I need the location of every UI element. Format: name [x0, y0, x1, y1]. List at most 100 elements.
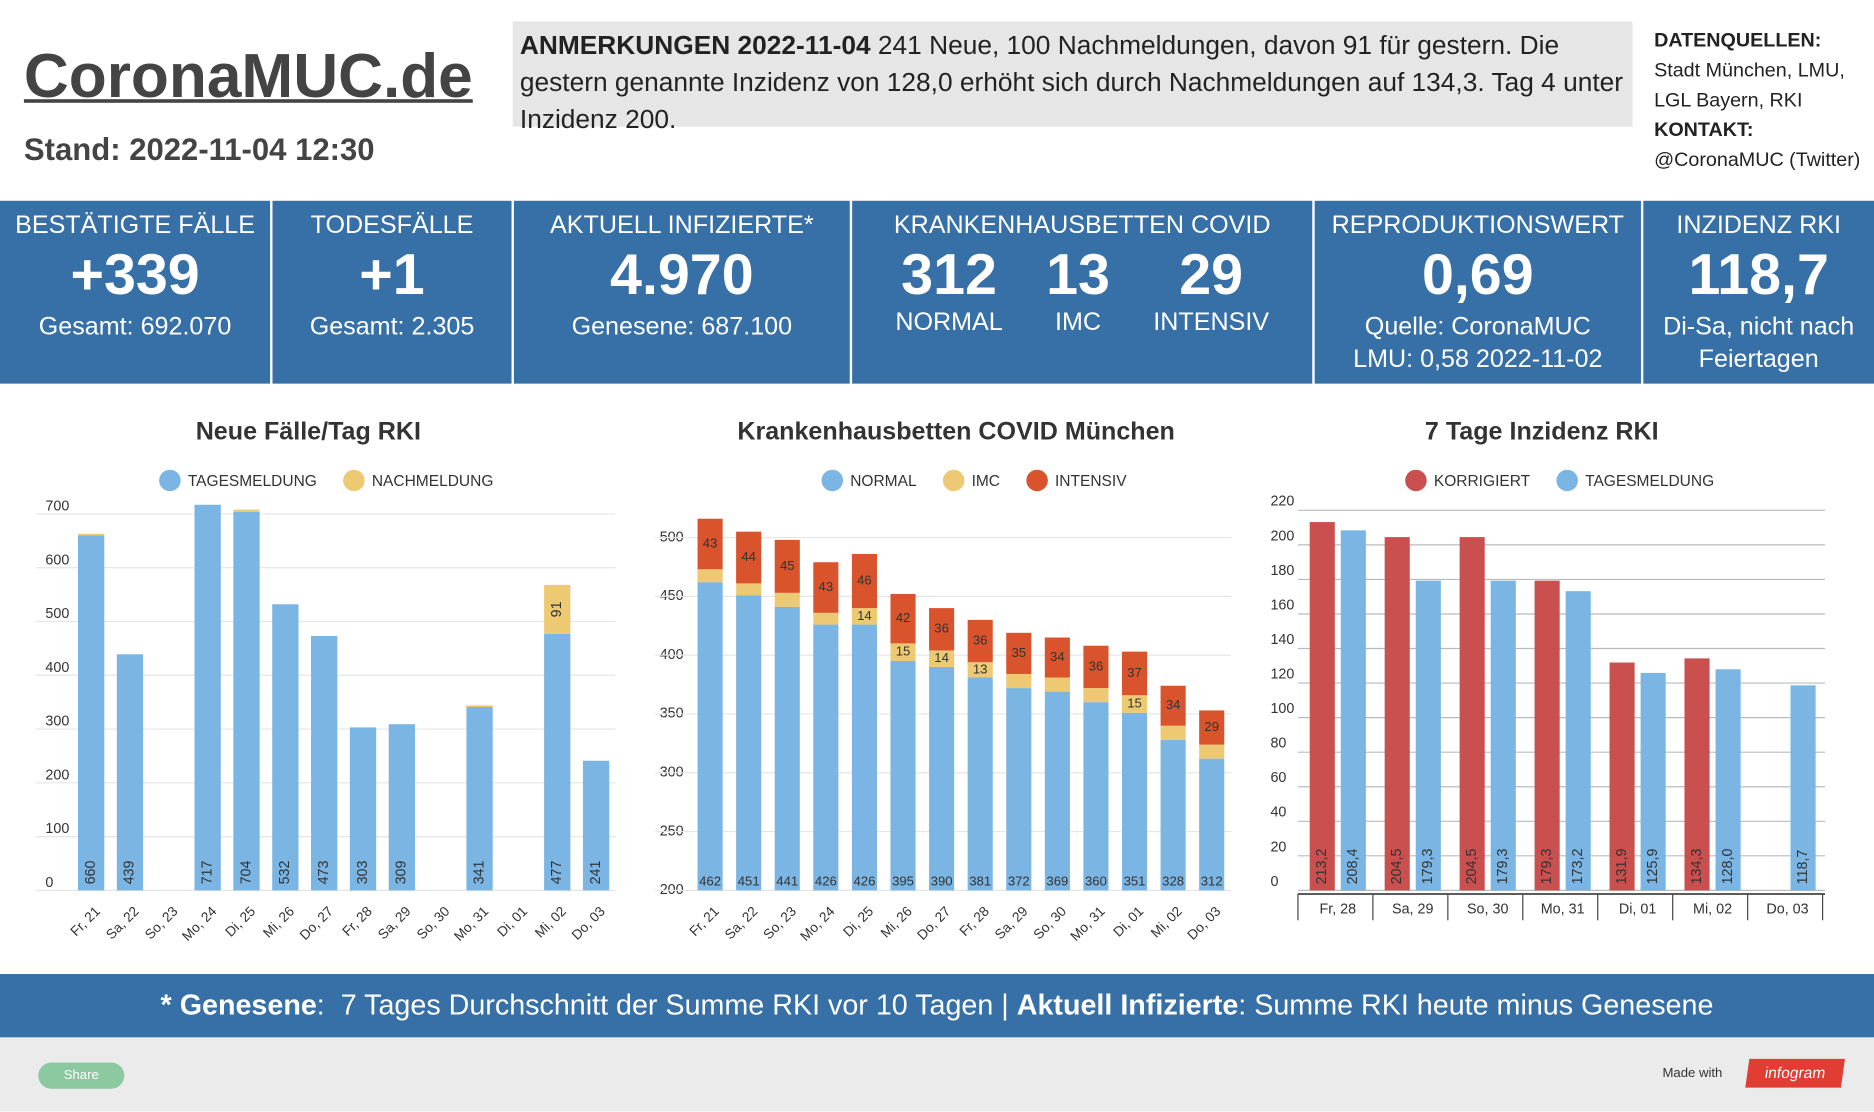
bar — [1160, 739, 1186, 891]
kpi-subtext: Quelle: CoronaMUC — [1364, 313, 1591, 341]
bar — [1121, 712, 1148, 891]
value-label: 118,7 — [1795, 850, 1811, 885]
bar — [1609, 662, 1635, 891]
value-label: 14 — [934, 650, 949, 665]
legend-label: IMC — [972, 473, 1000, 490]
value-label: 131,9 — [1614, 849, 1630, 885]
value-label: 34 — [1050, 649, 1065, 664]
bar — [1534, 580, 1560, 891]
bar — [697, 569, 723, 583]
bar — [1083, 688, 1109, 703]
bar — [1640, 672, 1666, 891]
bar — [736, 531, 762, 584]
bar — [272, 604, 299, 891]
share-button[interactable]: Share — [38, 1062, 125, 1089]
value-label: 13 — [973, 661, 988, 676]
bar — [1083, 645, 1109, 689]
bar — [1684, 658, 1710, 891]
value-label: 395 — [892, 873, 914, 888]
value-label: 660 — [83, 860, 99, 884]
legend-label: NACHMELDUNG — [372, 473, 494, 490]
contact: @CoronaMUC (Twitter) — [1654, 149, 1861, 171]
value-label: 125,9 — [1645, 849, 1661, 885]
bar — [466, 705, 493, 707]
value-label: 351 — [1124, 873, 1146, 888]
value-label: 241 — [588, 860, 604, 884]
bar — [1565, 591, 1591, 891]
kpi-item: 312 NORMAL — [895, 240, 1002, 338]
bar — [1006, 688, 1032, 891]
value-label: 179,3 — [1420, 849, 1436, 885]
bar — [116, 654, 144, 891]
bar — [1340, 530, 1366, 891]
bar — [851, 553, 877, 609]
y-tick-label: 140 — [1270, 632, 1294, 648]
sources: DATENQUELLEN: Stadt München, LMU, LGL Ba… — [1654, 26, 1860, 175]
kpi-items: 312 NORMAL 13 IMC 29 INTENSIV — [852, 240, 1312, 338]
x-tick-label: Fr, 21 — [68, 904, 103, 939]
x-tick-label: Mi, 02 — [1693, 901, 1732, 917]
kpi-title: REPRODUKTIONSWERT — [1331, 211, 1624, 240]
y-tick-label: 0 — [1270, 874, 1278, 890]
x-tick-label: Fr, 28 — [1319, 901, 1356, 917]
bar — [697, 582, 723, 891]
value-label: 372 — [1008, 873, 1030, 888]
footnote-part: : Summe RKI heute minus Genesene — [1238, 989, 1714, 1022]
x-tick-label: So, 23 — [142, 903, 181, 942]
site-title: CoronaMUC.de — [23, 41, 473, 112]
value-label: 43 — [703, 535, 718, 550]
value-label: 309 — [394, 860, 410, 884]
bar — [1160, 725, 1186, 740]
legend: NORMAL IMC INTENSIV — [821, 469, 1127, 492]
value-label: 173,2 — [1570, 849, 1586, 885]
kpi-band: BESTÄTIGTE FÄLLE +339 Gesamt: 692.070 TODES… — [0, 200, 1874, 384]
y-tick-label: 600 — [45, 552, 69, 568]
kpi-title: BESTÄTIGTE FÄLLE — [15, 211, 255, 240]
bar — [1083, 702, 1109, 891]
value-label: 43 — [819, 579, 834, 594]
bar — [544, 633, 571, 891]
x-tick-label: Di, 01 — [1110, 904, 1146, 940]
chart-title: 7 Tage Inzidenz RKI — [1425, 417, 1659, 445]
kpi-value: 118,7 — [1688, 243, 1829, 308]
sources-heading: DATENQUELLEN: — [1654, 29, 1822, 52]
value-label: 45 — [780, 558, 795, 573]
bar — [1199, 710, 1225, 745]
x-tick-label: Sa, 29 — [1392, 901, 1433, 917]
value-label: 29 — [1204, 719, 1219, 734]
kpi-value: 312 — [901, 243, 997, 308]
x-tick-label: Mi, 02 — [1148, 904, 1185, 941]
bar — [813, 624, 839, 891]
bar — [813, 562, 839, 613]
bar — [929, 650, 955, 667]
kpi-title: TODESFÄLLE — [310, 211, 474, 240]
x-tick-label: Sa, 29 — [992, 904, 1031, 943]
y-tick-label: 700 — [45, 499, 69, 515]
x-tick-label: Mo, 24 — [179, 903, 220, 944]
y-tick-label: 400 — [45, 660, 69, 676]
kpi-tile: TODESFÄLLE +1 Gesamt: 2.305 — [272, 200, 512, 384]
x-tick-label: Do, 27 — [914, 904, 953, 943]
bar — [1121, 695, 1148, 713]
brand-logo: infogram — [1745, 1058, 1845, 1088]
x-tick-label: Sa, 22 — [103, 904, 142, 943]
bar — [967, 662, 993, 678]
x-tick-label: Do, 03 — [1184, 903, 1223, 942]
bar — [1199, 744, 1225, 759]
x-tick-label: Mo, 31 — [1068, 904, 1108, 944]
value-label: 44 — [741, 549, 756, 564]
value-label: 208,4 — [1345, 849, 1361, 885]
value-label: 36 — [934, 621, 949, 636]
value-label: 204,5 — [1464, 849, 1480, 885]
bar — [929, 666, 955, 891]
x-tick-label: Mo, 24 — [797, 903, 838, 944]
value-label: 34 — [1166, 697, 1181, 712]
value-label: 134,3 — [1689, 849, 1705, 885]
value-label: 328 — [1162, 873, 1184, 888]
bar — [77, 535, 105, 891]
value-label: 477 — [549, 860, 565, 884]
legend: TAGESMELDUNG NACHMELDUNG — [159, 469, 494, 492]
legend-swatch — [159, 469, 181, 492]
bar — [851, 608, 877, 625]
